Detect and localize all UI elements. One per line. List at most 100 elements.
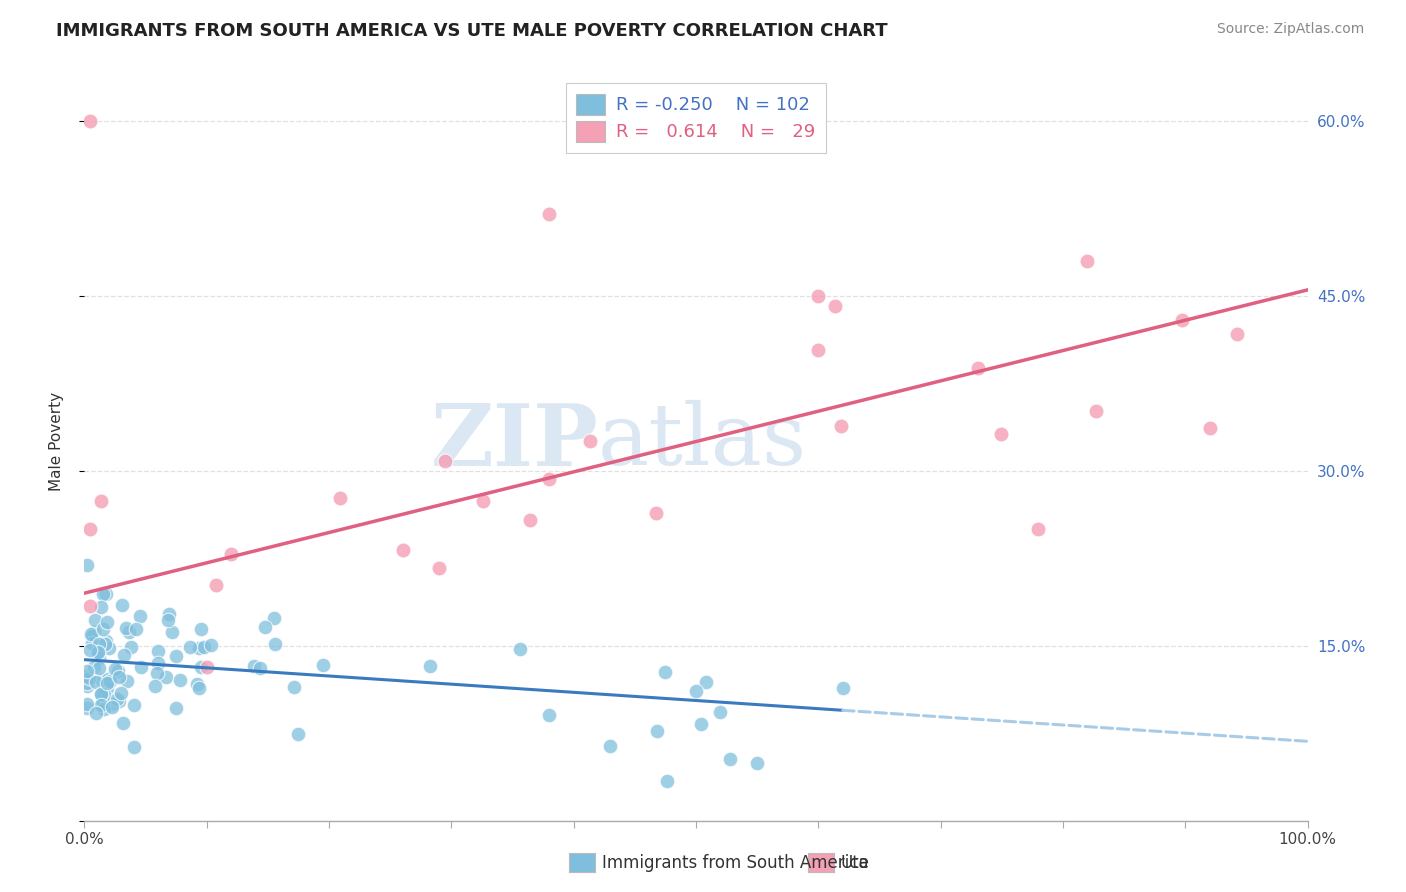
Point bbox=[83, 613, 105, 627]
Point bbox=[200, 638, 222, 652]
Point bbox=[76, 669, 98, 683]
Point bbox=[107, 664, 129, 678]
Point bbox=[90, 698, 112, 712]
Text: Immigrants from South America: Immigrants from South America bbox=[602, 854, 869, 871]
Point bbox=[685, 684, 707, 698]
Point bbox=[112, 715, 135, 730]
Point bbox=[538, 472, 561, 486]
Point bbox=[79, 599, 101, 614]
Point bbox=[96, 675, 118, 690]
Point bbox=[538, 707, 561, 722]
Point bbox=[1226, 327, 1249, 342]
Point bbox=[110, 686, 132, 700]
Point bbox=[118, 625, 141, 640]
Point bbox=[654, 665, 676, 679]
Point bbox=[114, 621, 136, 635]
Point bbox=[91, 587, 114, 601]
Point bbox=[990, 427, 1012, 442]
Point bbox=[831, 681, 853, 695]
Point bbox=[124, 698, 146, 713]
Point bbox=[86, 645, 108, 659]
Point bbox=[169, 673, 191, 687]
Point bbox=[93, 688, 115, 702]
Text: atlas: atlas bbox=[598, 400, 807, 483]
Point bbox=[645, 506, 668, 520]
Point bbox=[179, 640, 201, 655]
Point bbox=[190, 660, 212, 674]
Point bbox=[122, 739, 145, 754]
Point bbox=[718, 752, 741, 766]
Point bbox=[509, 641, 531, 656]
Point bbox=[96, 615, 118, 629]
Point bbox=[689, 717, 711, 731]
Point bbox=[434, 454, 457, 468]
Point bbox=[87, 646, 110, 660]
Point bbox=[645, 724, 668, 739]
Point bbox=[79, 522, 101, 536]
Point bbox=[87, 636, 110, 650]
Point bbox=[1170, 312, 1192, 326]
Point bbox=[807, 289, 830, 303]
Y-axis label: Male Poverty: Male Poverty bbox=[49, 392, 63, 491]
Point bbox=[120, 640, 142, 654]
Point bbox=[98, 674, 121, 689]
Point bbox=[80, 629, 103, 643]
Point bbox=[329, 491, 352, 506]
Point bbox=[190, 622, 212, 636]
Point bbox=[287, 727, 309, 741]
Point bbox=[188, 640, 211, 655]
Point bbox=[93, 702, 115, 716]
Point bbox=[90, 687, 112, 701]
Point bbox=[129, 659, 152, 673]
Point bbox=[108, 670, 131, 684]
Point bbox=[111, 598, 134, 612]
Point bbox=[91, 673, 114, 687]
Point bbox=[263, 637, 285, 651]
Point bbox=[97, 672, 120, 686]
Point bbox=[76, 664, 98, 678]
Point bbox=[91, 695, 114, 709]
Point bbox=[82, 636, 104, 650]
Point bbox=[129, 608, 152, 623]
Point bbox=[747, 756, 769, 770]
Point bbox=[243, 659, 266, 673]
Text: IMMIGRANTS FROM SOUTH AMERICA VS UTE MALE POVERTY CORRELATION CHART: IMMIGRANTS FROM SOUTH AMERICA VS UTE MAL… bbox=[56, 22, 887, 40]
Legend: R = -0.250    N = 102, R =   0.614    N =   29: R = -0.250 N = 102, R = 0.614 N = 29 bbox=[565, 83, 827, 153]
Point bbox=[695, 674, 717, 689]
Point bbox=[76, 679, 98, 693]
Point bbox=[157, 607, 180, 621]
Point bbox=[709, 705, 731, 719]
Point bbox=[519, 513, 541, 527]
Text: ZIP: ZIP bbox=[430, 400, 598, 483]
Point bbox=[219, 547, 242, 561]
Point bbox=[79, 113, 101, 128]
Point bbox=[83, 625, 105, 640]
Point bbox=[249, 661, 271, 675]
Point bbox=[94, 587, 117, 601]
Point bbox=[472, 493, 495, 508]
Point bbox=[76, 676, 98, 690]
Point bbox=[124, 622, 146, 636]
Point bbox=[197, 659, 219, 673]
Point bbox=[79, 642, 101, 657]
Point bbox=[1028, 522, 1050, 536]
Point bbox=[165, 649, 187, 664]
Point bbox=[579, 434, 602, 448]
Point bbox=[84, 706, 107, 721]
Point bbox=[83, 659, 105, 673]
Point bbox=[94, 637, 117, 651]
Point bbox=[76, 701, 98, 715]
Point bbox=[80, 626, 103, 640]
Point bbox=[391, 542, 413, 557]
Point bbox=[108, 694, 131, 708]
Point bbox=[599, 739, 621, 753]
Point bbox=[156, 613, 179, 627]
Point bbox=[90, 687, 112, 701]
Point bbox=[162, 625, 184, 640]
Point bbox=[76, 697, 98, 711]
Point bbox=[427, 561, 450, 575]
Point bbox=[188, 681, 211, 695]
Point bbox=[1084, 403, 1107, 417]
Point bbox=[253, 619, 276, 633]
Point bbox=[112, 648, 135, 663]
